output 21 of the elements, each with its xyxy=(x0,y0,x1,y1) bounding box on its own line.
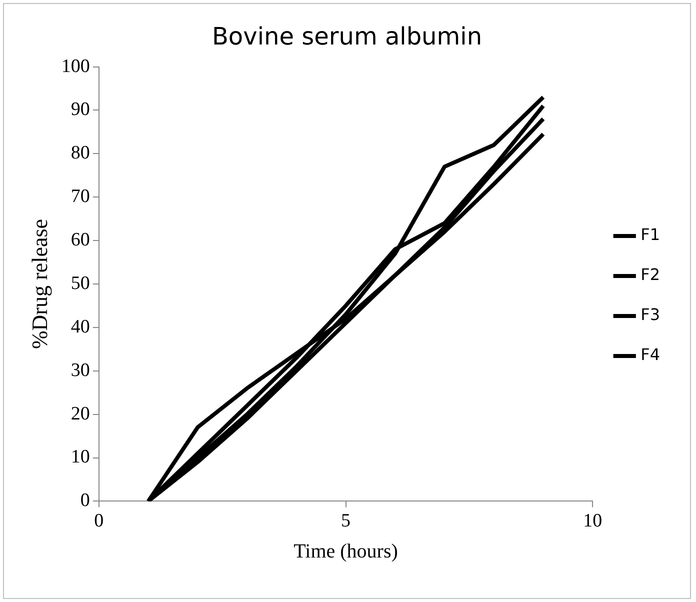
y-tick-label: 30 xyxy=(70,360,90,381)
legend-label: F1 xyxy=(640,225,660,244)
chart-title: Bovine serum albumin xyxy=(212,22,482,51)
y-tick-label: 10 xyxy=(70,446,90,468)
y-axis-title: %Drug release xyxy=(26,218,52,350)
x-tick-label: 5 xyxy=(341,510,351,532)
y-tick-label: 100 xyxy=(61,56,90,77)
x-tick-label: 0 xyxy=(94,510,104,532)
y-tick-label: 60 xyxy=(70,230,90,251)
y-tick-label: 20 xyxy=(70,403,90,424)
legend-label: F4 xyxy=(640,345,660,364)
y-tick-label: 40 xyxy=(70,316,90,338)
y-tick-label: 80 xyxy=(70,142,90,164)
legend-label: F2 xyxy=(640,265,660,284)
legend-label: F3 xyxy=(640,305,660,324)
x-tick-label: 10 xyxy=(583,510,602,532)
y-tick-label: 50 xyxy=(70,272,90,294)
y-tick-label: 70 xyxy=(70,186,90,208)
y-tick-label: 90 xyxy=(70,99,90,120)
y-tick-label: 0 xyxy=(80,490,90,512)
x-axis-title: Time (hours) xyxy=(294,540,398,562)
